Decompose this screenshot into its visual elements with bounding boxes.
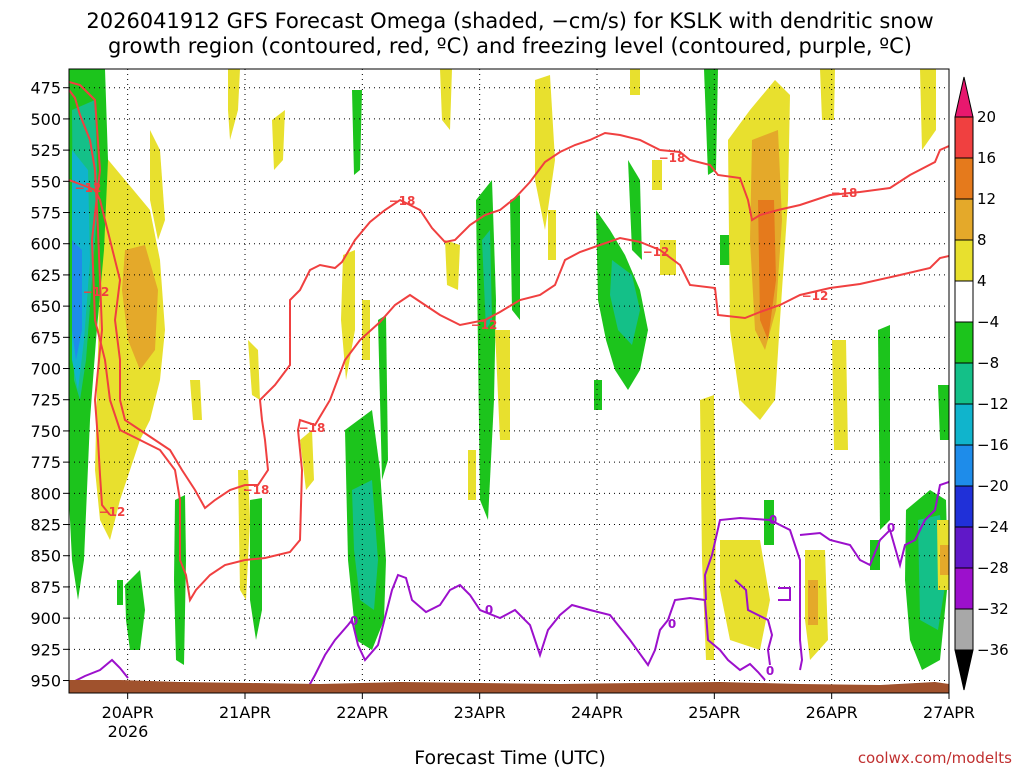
y-tick-label: 625 xyxy=(30,266,61,285)
x-axis: 20APR 21APR 22APR 23APR 24APR 25APR 26APR 27APR xyxy=(102,693,975,722)
contour-label: 0 xyxy=(769,513,777,527)
y-axis: 475 500 525 550 575 600 625 650 675 700 725 750 775 8… xyxy=(30,79,69,691)
contour-label: −18 xyxy=(659,151,686,165)
omega-region-negative xyxy=(720,235,730,265)
y-tick-label: 475 xyxy=(30,79,61,98)
x-tick-label: 25APR xyxy=(688,703,740,722)
contour-label: −12 xyxy=(802,289,829,303)
contour-label: −12 xyxy=(75,181,102,195)
colorbar-label: −12 xyxy=(977,395,1009,413)
colorbar-bin xyxy=(955,158,973,199)
omega-region-strong xyxy=(940,545,949,575)
x-tick-label: 22APR xyxy=(336,703,388,722)
omega-region-positive xyxy=(445,240,460,290)
colorbar-bin xyxy=(955,527,973,568)
colorbar-label: −20 xyxy=(977,477,1009,495)
omega-region-negative xyxy=(594,380,602,410)
x-tick-label: 26APR xyxy=(806,703,858,722)
colorbar: 20 16 12 8 4 −4 −8 −12 −16 −20 −24 −28 −32 −36 xyxy=(955,77,1009,690)
y-tick-label: 675 xyxy=(30,328,61,347)
y-tick-label: 775 xyxy=(30,453,61,472)
y-tick-label: 650 xyxy=(30,297,61,316)
colorbar-bottom-arrow xyxy=(955,650,973,690)
y-tick-label: 600 xyxy=(30,235,61,254)
colorbar-bin xyxy=(955,486,973,527)
y-tick-label: 725 xyxy=(30,391,61,410)
contour-label: 0 xyxy=(350,614,358,628)
colorbar-bin xyxy=(955,363,973,404)
x-tick-label: 23APR xyxy=(454,703,506,722)
contour-label: −18 xyxy=(831,186,858,200)
chart-title-line1: 2026041912 GFS Forecast Omega (shaded, −… xyxy=(86,9,933,33)
colorbar-label: −8 xyxy=(977,354,999,372)
contour-label: 0 xyxy=(766,664,774,678)
colorbar-bin xyxy=(955,322,973,363)
y-tick-label: 750 xyxy=(30,422,61,441)
contour-label: −18 xyxy=(299,421,326,435)
watermark: coolwx.com/modelts xyxy=(858,749,1012,767)
y-tick-label: 550 xyxy=(30,172,61,191)
colorbar-label: −4 xyxy=(977,313,999,331)
chart-title-line2: growth region (contoured, red, ºC) and f… xyxy=(108,34,912,58)
colorbar-label: −24 xyxy=(977,518,1009,536)
colorbar-bin xyxy=(955,568,973,609)
colorbar-label: 8 xyxy=(977,231,987,249)
omega-region-positive xyxy=(820,69,835,120)
colorbar-bin xyxy=(955,199,973,240)
x-tick-label: 20APR xyxy=(102,703,154,722)
y-tick-label: 900 xyxy=(30,609,61,628)
colorbar-top-arrow xyxy=(955,77,973,117)
y-tick-label: 825 xyxy=(30,516,61,535)
omega-region-positive xyxy=(548,210,556,260)
colorbar-bin xyxy=(955,281,973,322)
y-tick-label: 575 xyxy=(30,204,61,223)
colorbar-label: −32 xyxy=(977,600,1009,618)
contour-label: −12 xyxy=(83,285,110,299)
omega-region-negative xyxy=(117,580,123,605)
colorbar-bin xyxy=(955,609,973,650)
omega-region-positive xyxy=(468,450,476,500)
y-tick-label: 500 xyxy=(30,110,61,129)
contour-label: 0 xyxy=(668,617,676,631)
contour-label: −12 xyxy=(99,505,126,519)
contour-label: −18 xyxy=(389,194,416,208)
x-axis-title: Forecast Time (UTC) xyxy=(414,747,605,768)
contour-label: −12 xyxy=(471,318,498,332)
contour-label: 0 xyxy=(485,603,493,617)
y-tick-label: 875 xyxy=(30,578,61,597)
omega-region-positive xyxy=(832,340,848,450)
y-tick-label: 700 xyxy=(30,360,61,379)
colorbar-label: 4 xyxy=(977,272,987,290)
y-tick-label: 800 xyxy=(30,484,61,503)
colorbar-label: −16 xyxy=(977,436,1009,454)
colorbar-label: 20 xyxy=(977,108,996,126)
y-tick-label: 850 xyxy=(30,547,61,566)
contour-label: −18 xyxy=(243,483,270,497)
colorbar-label: 16 xyxy=(977,149,996,167)
colorbar-label: −28 xyxy=(977,559,1009,577)
colorbar-bin xyxy=(955,445,973,486)
x-tick-label: 27APR xyxy=(923,703,975,722)
omega-region-negative xyxy=(878,325,890,530)
colorbar-bin xyxy=(955,240,973,281)
colorbar-label: −36 xyxy=(977,641,1009,659)
x-tick-label: 24APR xyxy=(571,703,623,722)
chart-canvas: 2026041912 GFS Forecast Omega (shaded, −… xyxy=(0,0,1024,768)
colorbar-bin xyxy=(955,404,973,445)
colorbar-bin xyxy=(955,117,973,158)
omega-region-positive xyxy=(630,69,640,95)
contour-label: 0 xyxy=(887,521,895,535)
x-tick-label: 21APR xyxy=(219,703,271,722)
x-year-label: 2026 xyxy=(108,722,149,741)
y-tick-label: 925 xyxy=(30,640,61,659)
y-tick-label: 525 xyxy=(30,141,61,160)
y-tick-label: 950 xyxy=(30,672,61,691)
colorbar-label: 12 xyxy=(977,190,996,208)
contour-label: −12 xyxy=(643,245,670,259)
omega-region-positive xyxy=(362,300,370,360)
